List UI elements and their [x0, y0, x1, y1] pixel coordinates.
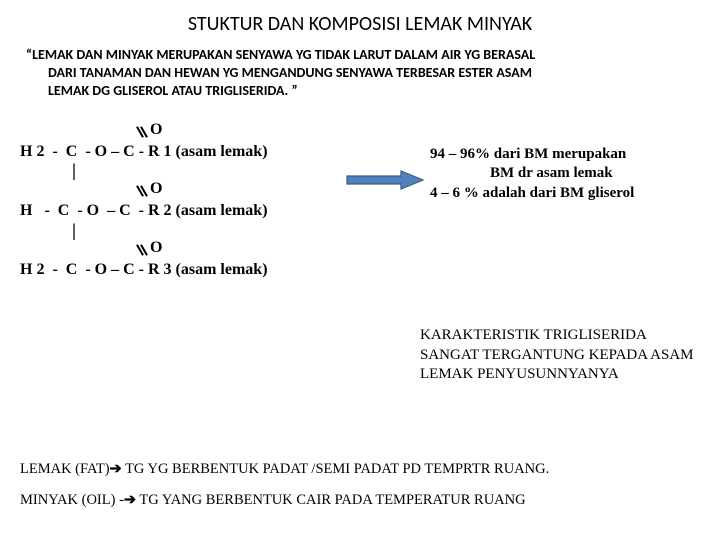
arrow-shape — [347, 171, 423, 189]
double-bond-icon — [136, 188, 148, 200]
oil-definition: MINYAK (OIL) -➔ TG YANG BERBENTUK CAIR P… — [20, 490, 700, 512]
fat-label: LEMAK (FAT) — [20, 461, 110, 477]
page-title: STUKTUR DAN KOMPOSISI LEMAK MINYAK — [20, 12, 700, 36]
composition-line-3: 4 – 6 % adalah dari BM gliserol — [430, 184, 700, 204]
composition-line-1: 94 – 96% dari BM merupakan — [430, 145, 700, 165]
chain-3: H 2 - C - O – C - R 3 (asam lemak) — [20, 259, 340, 281]
oil-label: MINYAK (OIL) - — [20, 492, 124, 508]
chain-1: H 2 - C - O – C - R 1 (asam lemak) — [20, 141, 340, 163]
bottom-definitions: LEMAK (FAT)➔ TG YG BERBENTUK PADAT /SEMI… — [20, 459, 700, 523]
right-arrow-glyph: ➔ — [110, 459, 122, 481]
double-bond-icon — [136, 129, 148, 141]
fat-definition: LEMAK (FAT)➔ TG YG BERBENTUK PADAT /SEMI… — [20, 459, 700, 481]
fat-text: TG YG BERBENTUK PADAT /SEMI PADAT PD TEM… — [122, 461, 550, 477]
quote-line-1: “LEMAK DAN MINYAK MERUPAKAN SENYAWA YG T… — [26, 46, 535, 63]
characteristic-note: KARAKTERISTIK TRIGLISERIDA SANGAT TERGAN… — [420, 326, 700, 385]
oxygen-2: O — [150, 180, 162, 197]
double-bond-icon — [136, 247, 148, 259]
oil-text: TG YANG BERBENTUK CAIR PADA TEMPERATUR R… — [136, 492, 526, 508]
vertical-bond-2: | — [20, 223, 340, 237]
quote-line-3: LEMAK DG GLISEROL ATAU TRIGLISERIDA. ” — [26, 82, 694, 100]
composition-line-2: BM dr asam lemak — [430, 164, 700, 184]
composition-note: 94 – 96% dari BM merupakan BM dr asam le… — [430, 119, 700, 204]
right-arrow-glyph: ➔ — [124, 490, 136, 512]
triglyceride-structure: O H 2 - C - O – C - R 1 (asam lemak) | O… — [20, 119, 340, 282]
right-arrow-icon — [345, 169, 425, 191]
oxygen-3: O — [150, 239, 162, 256]
quote-line-2: DARI TANAMAN DAN HEWAN YG MENGANDUNG SEN… — [26, 64, 694, 82]
definition-quote: “LEMAK DAN MINYAK MERUPAKAN SENYAWA YG T… — [20, 46, 700, 101]
vertical-bond-1: | — [20, 163, 340, 177]
oxygen-1: O — [150, 121, 162, 138]
arrow-container — [340, 119, 430, 196]
middle-section: O H 2 - C - O – C - R 1 (asam lemak) | O… — [20, 119, 700, 282]
chain-2: H - C - O – C - R 2 (asam lemak) — [20, 200, 340, 222]
